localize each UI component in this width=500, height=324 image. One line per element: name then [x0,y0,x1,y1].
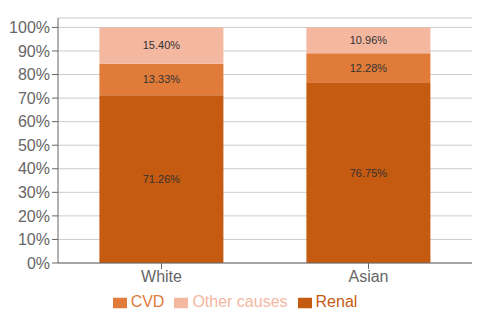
svg-text:70%: 70% [18,90,50,107]
svg-text:10%: 10% [18,231,50,248]
svg-text:100%: 100% [9,19,50,36]
svg-text:71.26%: 71.26% [143,173,181,185]
svg-text:15.40%: 15.40% [143,39,181,51]
svg-text:76.75%: 76.75% [350,167,388,179]
svg-text:40%: 40% [18,160,50,177]
html-text:Renal: Renal [315,293,358,310]
svg-text:12.28%: 12.28% [350,62,388,74]
svg-text:10.96%: 10.96% [350,34,388,46]
html-text:Other causes: Other causes [192,293,288,310]
svg-text:0%: 0% [27,255,50,272]
html-text:CVD: CVD [130,293,165,310]
svg-text:White: White [141,268,182,285]
svg-text:50%: 50% [18,137,50,154]
svg-text:30%: 30% [18,184,50,201]
svg-text:20%: 20% [18,208,50,225]
svg-text:60%: 60% [18,113,50,130]
svg-text:80%: 80% [18,66,50,83]
svg-text:90%: 90% [18,43,50,60]
svg-text:Asian: Asian [348,268,388,285]
svg-text:13.33%: 13.33% [143,73,181,85]
